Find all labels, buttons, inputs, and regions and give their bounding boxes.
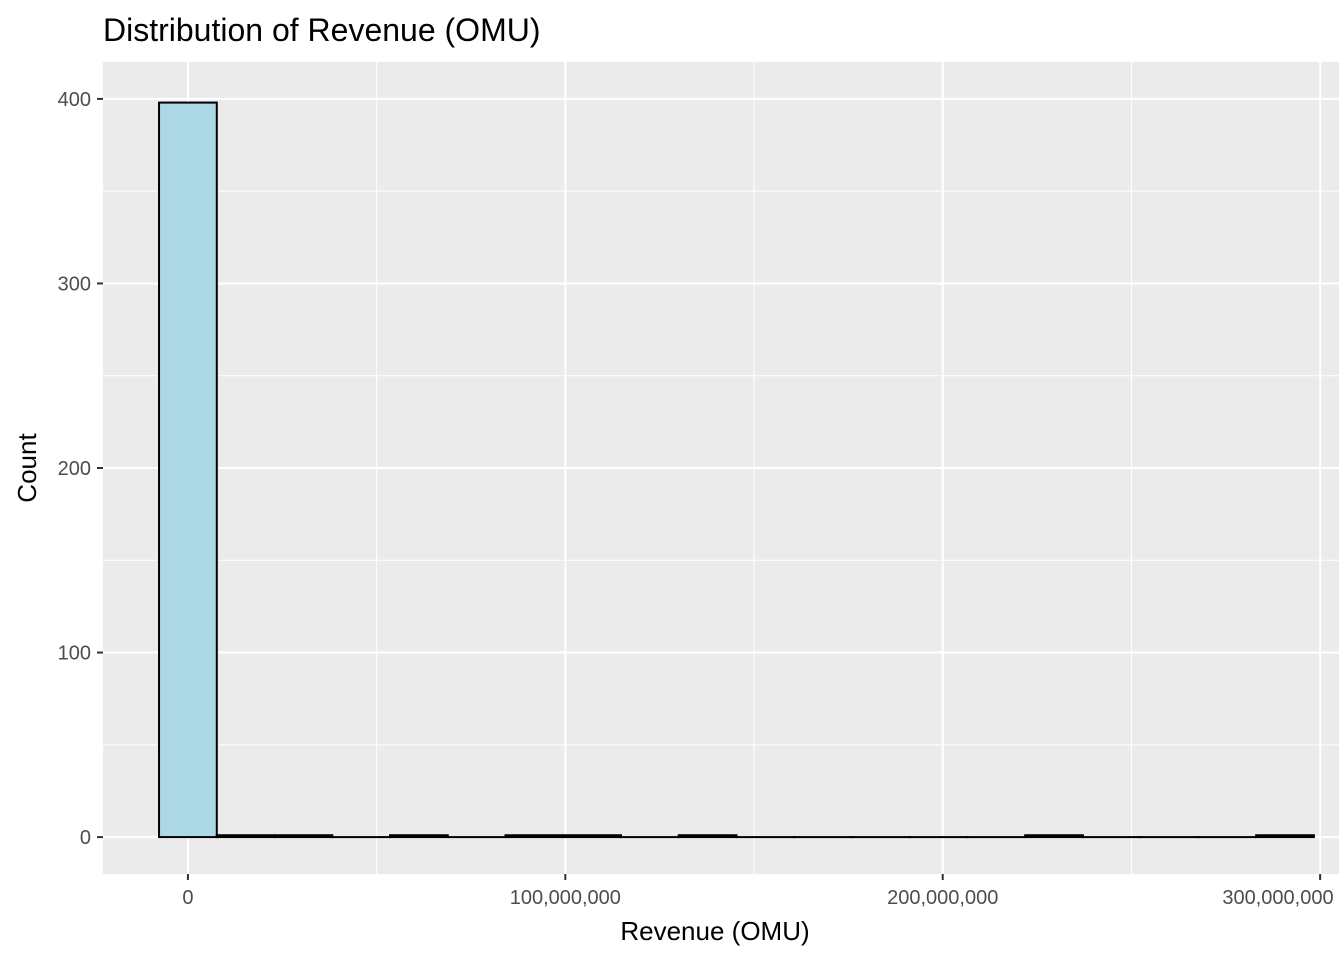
x-tick-label: 200,000,000: [887, 887, 998, 909]
histogram-bar: [504, 834, 565, 839]
histogram-bar: [215, 834, 276, 839]
x-tick-label: 300,000,000: [1222, 887, 1333, 909]
x-axis: 0 100,000,000 200,000,000 300,000,000: [182, 874, 1334, 909]
x-tick-label: 0: [182, 887, 193, 909]
histogram-bar: [1024, 834, 1084, 839]
histogram-bars: [158, 101, 1315, 839]
chart-title: Distribution of Revenue (OMU): [103, 12, 540, 48]
histogram-bar: [1255, 834, 1315, 839]
y-tick-label: 0: [80, 827, 91, 849]
x-tick-label: 100,000,000: [510, 887, 621, 909]
y-tick-label: 300: [58, 273, 91, 295]
histogram-bar: [677, 834, 738, 839]
y-tick-label: 200: [58, 458, 91, 480]
y-tick-label: 100: [58, 643, 91, 665]
y-axis: 0 100 200 300 400: [58, 89, 103, 849]
x-axis-title: Revenue (OMU): [620, 916, 809, 946]
histogram-bar: [273, 834, 334, 839]
histogram-bar: [562, 834, 622, 839]
y-tick-label: 400: [58, 89, 91, 111]
histogram-bar: [389, 834, 449, 839]
histogram-bar: [158, 101, 218, 839]
y-axis-title: Count: [12, 433, 42, 503]
